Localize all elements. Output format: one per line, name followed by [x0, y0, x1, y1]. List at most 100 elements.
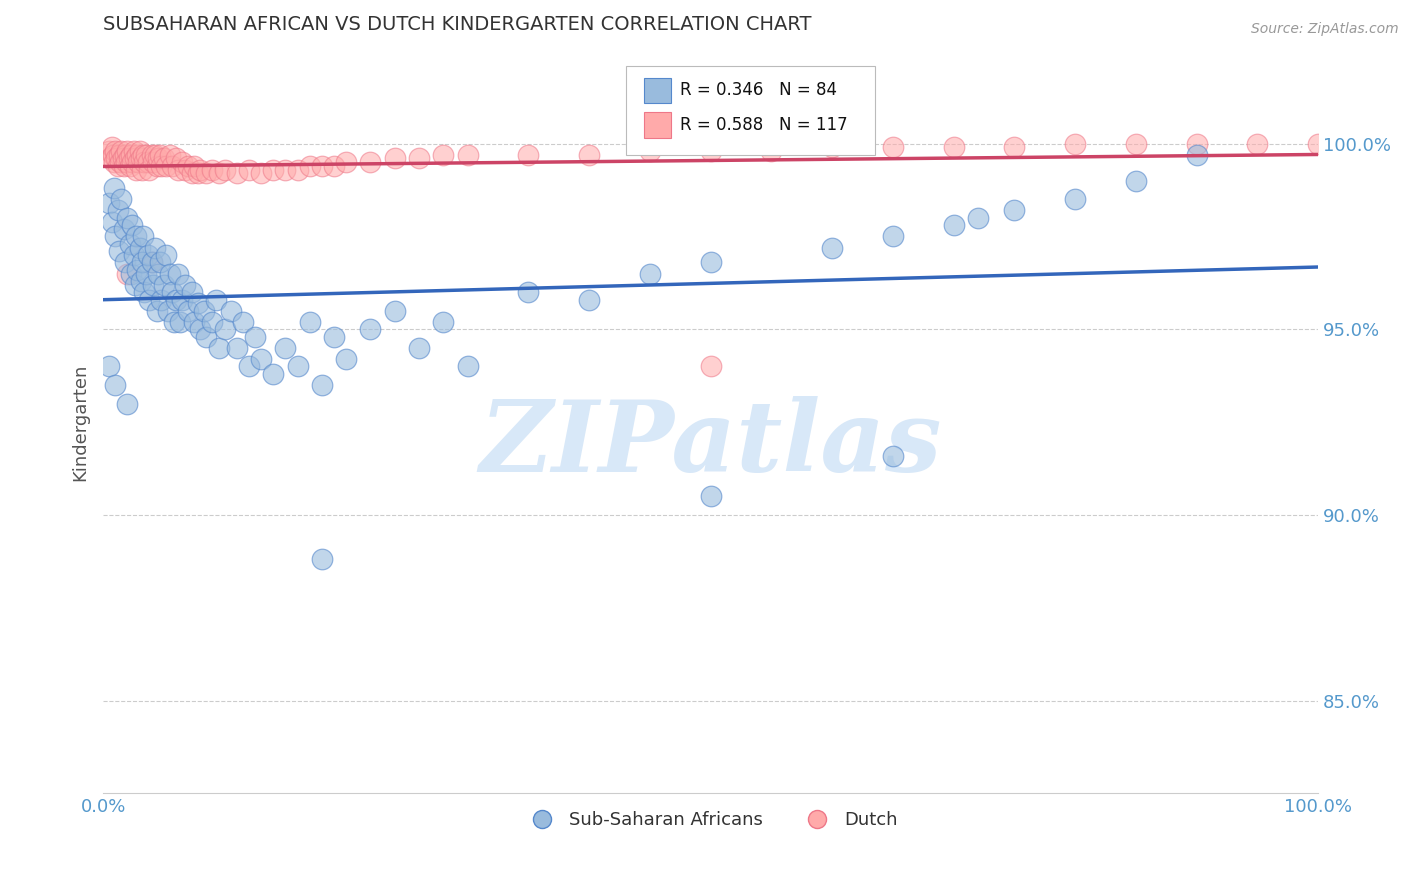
- Point: [100, 214, 122, 228]
- Point: [173, 277, 195, 292]
- Point: [135, 267, 157, 281]
- Point: [262, 367, 284, 381]
- Point: [187, 296, 209, 310]
- Point: [195, 329, 218, 343]
- Point: [104, 144, 127, 158]
- Point: [103, 181, 125, 195]
- Point: [699, 144, 721, 158]
- Legend: Sub-Saharan Africans, Dutch: Sub-Saharan Africans, Dutch: [516, 804, 904, 837]
- Y-axis label: Kindergarten: Kindergarten: [72, 363, 89, 481]
- Point: [98, 359, 121, 374]
- Point: [117, 396, 139, 410]
- Point: [201, 315, 224, 329]
- FancyBboxPatch shape: [644, 78, 671, 103]
- Point: [141, 148, 163, 162]
- Point: [408, 341, 430, 355]
- Point: [250, 166, 273, 180]
- Point: [159, 267, 181, 281]
- Point: [117, 152, 139, 166]
- Point: [238, 162, 260, 177]
- Point: [821, 140, 844, 154]
- FancyBboxPatch shape: [644, 112, 671, 137]
- Point: [262, 162, 284, 177]
- Point: [359, 322, 381, 336]
- Text: SUBSAHARAN AFRICAN VS DUTCH KINDERGARTEN CORRELATION CHART: SUBSAHARAN AFRICAN VS DUTCH KINDERGARTEN…: [103, 15, 811, 34]
- Point: [287, 162, 309, 177]
- Point: [1308, 136, 1330, 151]
- Point: [117, 144, 139, 158]
- Point: [136, 155, 159, 169]
- Point: [117, 211, 139, 225]
- Point: [100, 152, 122, 166]
- Point: [169, 315, 191, 329]
- Point: [188, 162, 211, 177]
- Point: [1185, 148, 1208, 162]
- Point: [153, 152, 176, 166]
- Point: [107, 203, 129, 218]
- Text: R = 0.346   N = 84: R = 0.346 N = 84: [681, 81, 837, 99]
- Point: [250, 351, 273, 366]
- Point: [942, 140, 965, 154]
- Point: [122, 144, 145, 158]
- Point: [149, 255, 172, 269]
- FancyBboxPatch shape: [626, 66, 875, 155]
- Point: [100, 140, 122, 154]
- Point: [432, 315, 454, 329]
- Point: [195, 166, 218, 180]
- Point: [323, 329, 346, 343]
- Point: [172, 293, 194, 307]
- Point: [274, 162, 297, 177]
- Point: [298, 159, 321, 173]
- Point: [167, 162, 190, 177]
- Point: [967, 211, 990, 225]
- Point: [384, 152, 406, 166]
- Point: [127, 148, 149, 162]
- Point: [131, 162, 153, 177]
- Point: [408, 152, 430, 166]
- Point: [146, 267, 169, 281]
- Point: [127, 263, 149, 277]
- Point: [150, 293, 173, 307]
- Point: [578, 148, 600, 162]
- Text: Source: ZipAtlas.com: Source: ZipAtlas.com: [1251, 22, 1399, 37]
- Point: [298, 315, 321, 329]
- Point: [114, 255, 136, 269]
- Point: [120, 267, 142, 281]
- Point: [142, 277, 165, 292]
- Point: [225, 341, 247, 355]
- Point: [942, 219, 965, 233]
- Point: [432, 148, 454, 162]
- Point: [1002, 140, 1025, 154]
- Point: [214, 162, 236, 177]
- Point: [122, 248, 145, 262]
- Point: [761, 144, 783, 158]
- Point: [124, 152, 146, 166]
- Point: [118, 236, 141, 251]
- Point: [167, 267, 190, 281]
- Point: [219, 303, 242, 318]
- Point: [359, 155, 381, 169]
- Point: [145, 148, 167, 162]
- Point: [162, 315, 184, 329]
- Point: [207, 341, 229, 355]
- Point: [311, 159, 333, 173]
- Point: [232, 315, 254, 329]
- Point: [335, 155, 357, 169]
- Point: [243, 329, 266, 343]
- Point: [136, 248, 159, 262]
- Point: [821, 241, 844, 255]
- Point: [146, 152, 169, 166]
- Point: [1064, 192, 1087, 206]
- Point: [457, 148, 479, 162]
- Point: [205, 293, 228, 307]
- Point: [1246, 136, 1268, 151]
- Point: [121, 155, 143, 169]
- Point: [112, 159, 135, 173]
- Point: [162, 159, 184, 173]
- Point: [162, 285, 184, 300]
- Point: [104, 229, 127, 244]
- Point: [107, 159, 129, 173]
- Point: [638, 144, 661, 158]
- Point: [207, 166, 229, 180]
- Point: [124, 277, 146, 292]
